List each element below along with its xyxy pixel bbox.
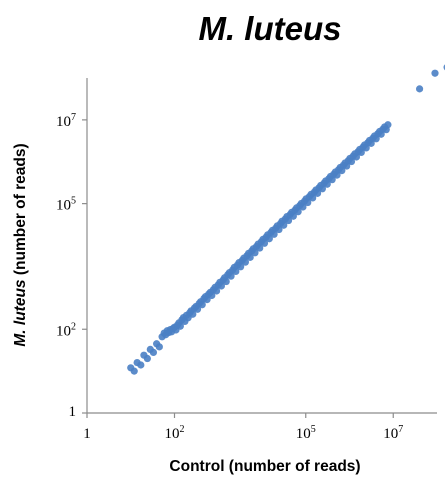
data-point (284, 216, 293, 225)
y-axis-ticks: 1 102 105 107 (56, 112, 87, 420)
tick-label: 1 (69, 404, 77, 420)
data-point (256, 244, 264, 252)
data-point (237, 263, 245, 271)
data-point (208, 291, 216, 300)
tick-label: 107 (383, 424, 403, 442)
data-point (251, 249, 259, 257)
tick-label: 1 (83, 426, 91, 442)
data-point (347, 157, 356, 166)
tick-label: 102 (56, 321, 76, 339)
data-point (212, 287, 221, 295)
data-point (232, 267, 240, 276)
data-point (143, 354, 151, 363)
data-point (137, 361, 145, 369)
data-point (193, 305, 202, 313)
data-point (299, 203, 307, 211)
tick-label: 107 (56, 112, 76, 130)
x-axis-ticks: 1 102 105 107 (83, 413, 403, 442)
data-point (304, 198, 312, 207)
data-point (323, 180, 331, 188)
data-point (203, 296, 211, 304)
data-point (294, 208, 302, 216)
data-point (217, 282, 225, 290)
data-point (415, 85, 424, 93)
data-point (270, 230, 278, 238)
y-axis-label-rest: (number of reads) (12, 143, 29, 279)
x-axis-label: Control (number of reads) (169, 458, 360, 475)
data-point (198, 301, 206, 309)
data-point (265, 235, 273, 243)
data-point (227, 272, 235, 280)
chart-title: M. luteus (198, 10, 341, 47)
y-axis-label-italic: M. luteus (12, 279, 29, 347)
data-point (189, 310, 197, 318)
data-point (130, 367, 138, 375)
data-point (313, 189, 322, 197)
data-points (127, 64, 445, 375)
data-point (431, 69, 439, 77)
y-axis-label: M. luteus (number of reads) (12, 143, 29, 346)
data-point (289, 212, 297, 220)
data-point (246, 253, 254, 261)
data-point (275, 225, 283, 234)
tick-label: 105 (296, 424, 316, 442)
data-point (149, 348, 158, 356)
data-point (384, 121, 392, 129)
data-point (333, 171, 341, 179)
data-point (328, 176, 336, 184)
data-point (280, 221, 288, 229)
data-point (176, 322, 184, 330)
tick-label: 105 (56, 196, 76, 214)
data-point (241, 258, 249, 266)
tick-label: 102 (165, 424, 185, 442)
data-point (260, 239, 269, 247)
data-point (222, 277, 230, 286)
data-point (155, 343, 163, 351)
data-point (318, 185, 326, 193)
data-point (309, 194, 317, 202)
